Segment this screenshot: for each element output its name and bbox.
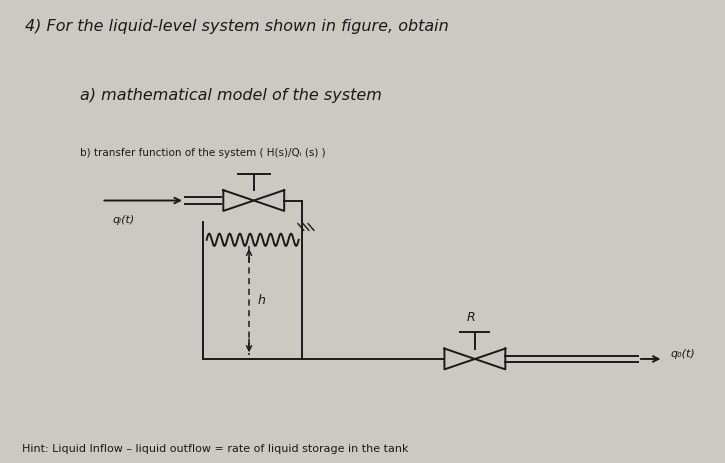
Text: Hint: Liquid Inflow – liquid outflow = rate of liquid storage in the tank: Hint: Liquid Inflow – liquid outflow = r… (22, 444, 408, 454)
Polygon shape (475, 349, 505, 359)
Text: q₀(t): q₀(t) (671, 349, 695, 359)
Text: b) transfer function of the system ( H(s)/Qᵢ (s) ): b) transfer function of the system ( H(s… (80, 148, 326, 158)
Text: 4) For the liquid-level system shown in figure, obtain: 4) For the liquid-level system shown in … (25, 19, 449, 34)
Polygon shape (444, 349, 475, 359)
Polygon shape (254, 190, 284, 200)
Polygon shape (223, 190, 254, 200)
Text: a) mathematical model of the system: a) mathematical model of the system (80, 88, 381, 102)
Text: qᵢ(t): qᵢ(t) (112, 215, 135, 225)
Text: h: h (258, 294, 265, 307)
Text: R: R (467, 311, 476, 324)
